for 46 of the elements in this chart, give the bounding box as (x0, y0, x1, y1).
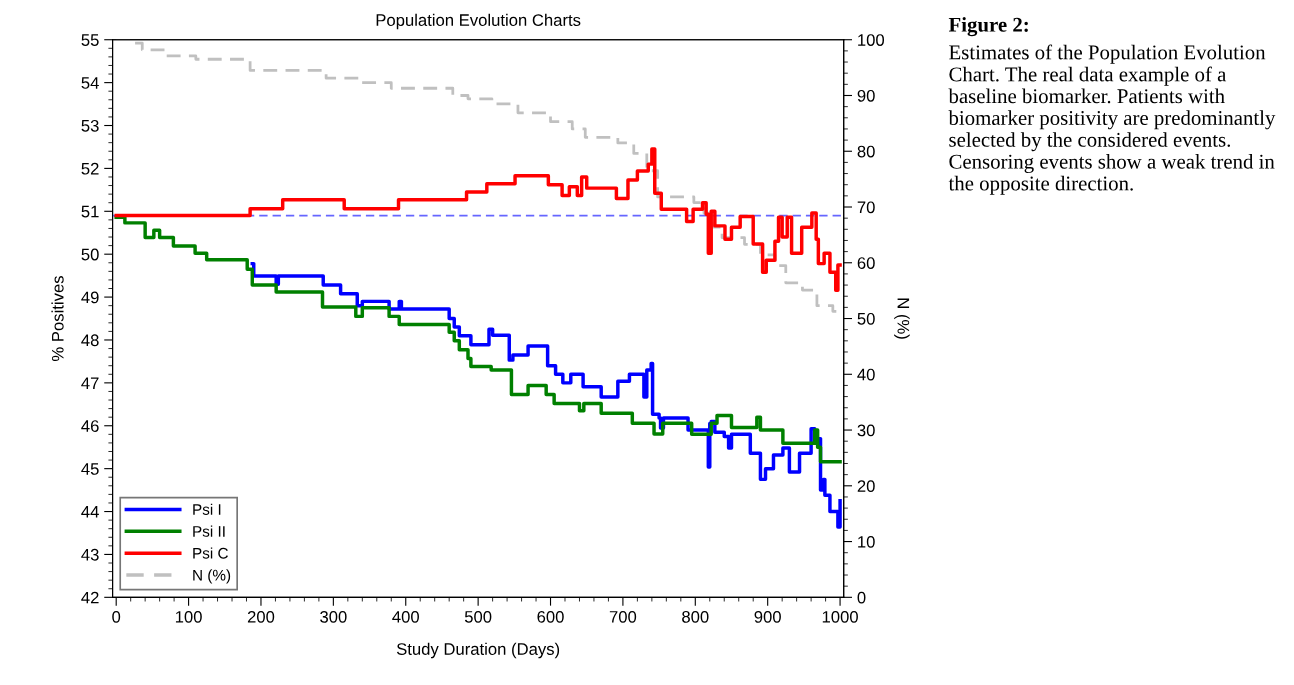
y-tick-label: 54 (81, 77, 99, 89)
y-tick-label: 55 (81, 34, 99, 46)
y2-tick-label: 70 (857, 201, 875, 214)
y2-tick-label: 0 (857, 591, 866, 604)
y-tick-label: 42 (81, 591, 99, 604)
x-tick-label: 1000 (822, 610, 858, 623)
caption: Figure 2: (948, 17, 1028, 37)
x-tick-label: 200 (247, 610, 275, 623)
x-tick-label: 300 (320, 610, 347, 623)
text: Estimates of the Population Evolution Chart. The real data example of a baseline biomarker. Patients with biomarker positivity are predominantly selected by the considered events. Censoring events show a weak trend in the opposite direction. (948, 44, 1276, 195)
x-tick-label: 800 (682, 610, 709, 623)
y-tick-label: 52 (81, 162, 99, 175)
y-axis-title: % Positives (51, 276, 64, 361)
legend-label: Psi II (193, 525, 225, 537)
x-tick-label: 900 (754, 610, 781, 623)
y2-tick-label: 40 (857, 368, 875, 381)
y-tick-label: 53 (81, 119, 99, 132)
x-tick-label: 600 (537, 610, 564, 623)
y-tick-label: 47 (81, 377, 99, 389)
x-tick-label: 0 (112, 610, 121, 623)
y-tick-label: 50 (81, 248, 99, 261)
chart-title: Population Evolution Charts (376, 13, 581, 30)
legend-label: Psi C (193, 547, 228, 559)
x-tick-label: 100 (175, 610, 202, 623)
y-tick-label: 46 (81, 420, 99, 432)
y2-tick-label: 30 (857, 424, 875, 437)
x-axis-title: Study Duration (Days) (396, 642, 560, 659)
x-tick-label: 700 (609, 610, 637, 623)
y-tick-label: 44 (81, 506, 99, 518)
legend-label: N (%) (193, 569, 231, 584)
y2-tick-label: 50 (857, 312, 875, 325)
y-tick-label: 48 (81, 334, 99, 347)
y2-axis-title: N (%) (894, 298, 910, 339)
y2-tick-label: 10 (858, 535, 875, 548)
x-tick-label: 500 (464, 610, 492, 623)
x-tick-label: 400 (392, 610, 419, 623)
y-tick-label: 43 (81, 548, 99, 561)
y2-tick-label: 100 (858, 34, 885, 46)
y-tick-label: 45 (81, 463, 99, 475)
y2-tick-label: 80 (857, 145, 875, 158)
y-tick-label: 51 (81, 205, 99, 218)
y2-tick-label: 90 (857, 89, 875, 102)
y2-tick-label: 20 (857, 480, 875, 493)
legend-label: Psi I (193, 503, 221, 515)
y-tick-label: 49 (81, 291, 99, 304)
y2-tick-label: 60 (857, 257, 875, 269)
